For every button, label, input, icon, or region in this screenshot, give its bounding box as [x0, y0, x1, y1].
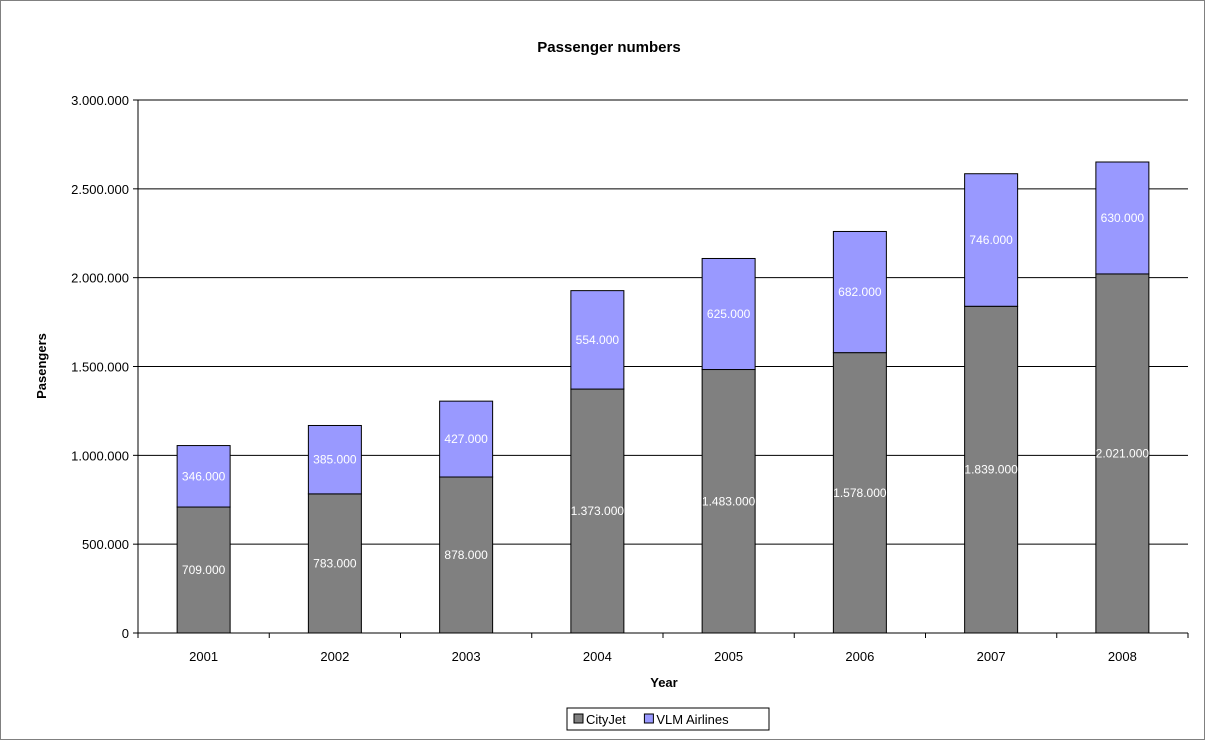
- data-label: 746.000: [969, 233, 1013, 247]
- y-axis-title: Pasengers: [34, 333, 49, 399]
- chart-title: Passenger numbers: [537, 39, 680, 56]
- data-label: 2.021.000: [1096, 446, 1150, 460]
- legend-swatch-vlm-airlines: [643, 713, 654, 724]
- x-tick-label: 2005: [714, 649, 743, 664]
- bar-cityjet-2001: [176, 506, 231, 634]
- x-axis-title: Year: [650, 675, 677, 690]
- data-label: 783.000: [313, 556, 357, 570]
- data-label: 625.000: [707, 307, 751, 321]
- x-tick-label: 2008: [1108, 649, 1137, 664]
- x-tick-label: 2003: [452, 649, 481, 664]
- gridlines: [138, 99, 1188, 545]
- bar-cityjet-2006: [832, 352, 887, 634]
- y-tick-label: 1.500.000: [71, 360, 129, 375]
- bar-vlm-airlines-2002: [307, 424, 362, 495]
- data-label: 682.000: [838, 285, 882, 299]
- bar-cityjet-2007: [964, 305, 1019, 634]
- legend-label-cityjet: CityJet: [586, 712, 626, 727]
- y-tick-label: 0: [122, 626, 129, 641]
- bar-cityjet-2008: [1095, 273, 1150, 634]
- data-label: 1.483.000: [702, 494, 756, 508]
- bar-vlm-airlines-2001: [176, 445, 231, 508]
- legend-label-vlm-airlines: VLM Airlines: [656, 712, 729, 727]
- data-label: 878.000: [444, 548, 488, 562]
- x-tick-label: 2002: [320, 649, 349, 664]
- y-tick-label: 3.000.000: [71, 93, 129, 108]
- data-label: 630.000: [1101, 211, 1145, 225]
- data-label: 1.839.000: [964, 463, 1018, 477]
- bar-cityjet-2004: [570, 388, 625, 634]
- data-label: 1.578.000: [833, 486, 887, 500]
- legend: CityJet VLM Airlines: [566, 707, 770, 731]
- bar-vlm-airlines-2008: [1095, 161, 1150, 275]
- y-tick-label: 500.000: [82, 537, 129, 552]
- bar-cityjet-2005: [701, 369, 756, 634]
- x-tick-label: 2004: [583, 649, 612, 664]
- data-label: 1.373.000: [571, 504, 625, 518]
- bar-vlm-airlines-2005: [701, 257, 756, 371]
- data-labels: 709.000 346.000 783.000 385.000 878.000 427.0…: [182, 211, 1149, 577]
- legend-box: [566, 707, 770, 731]
- tick-labels: 0 500.000 1.000.000 1.500.000 2.000.000 2.500…: [71, 93, 1137, 664]
- bar-vlm-airlines-2006: [832, 230, 887, 354]
- bar-vlm-airlines-2003: [439, 400, 494, 478]
- data-label: 709.000: [182, 563, 226, 577]
- y-tick-label: 2.500.000: [71, 182, 129, 197]
- bar-cityjet-2003: [439, 476, 494, 634]
- data-label: 554.000: [576, 333, 620, 347]
- x-tick-label: 2001: [189, 649, 218, 664]
- y-tick-label: 2.000.000: [71, 271, 129, 286]
- bar-vlm-airlines-2004: [570, 290, 625, 390]
- data-label: 427.000: [444, 432, 488, 446]
- axes: [133, 99, 1189, 638]
- x-tick-label: 2006: [845, 649, 874, 664]
- y-tick-label: 1.000.000: [71, 448, 129, 463]
- x-tick-label: 2007: [977, 649, 1006, 664]
- legend-swatch-cityjet: [573, 713, 584, 724]
- bar-vlm-airlines-2007: [964, 173, 1019, 307]
- data-label: 385.000: [313, 453, 357, 467]
- bars: [176, 161, 1150, 634]
- data-label: 346.000: [182, 469, 226, 483]
